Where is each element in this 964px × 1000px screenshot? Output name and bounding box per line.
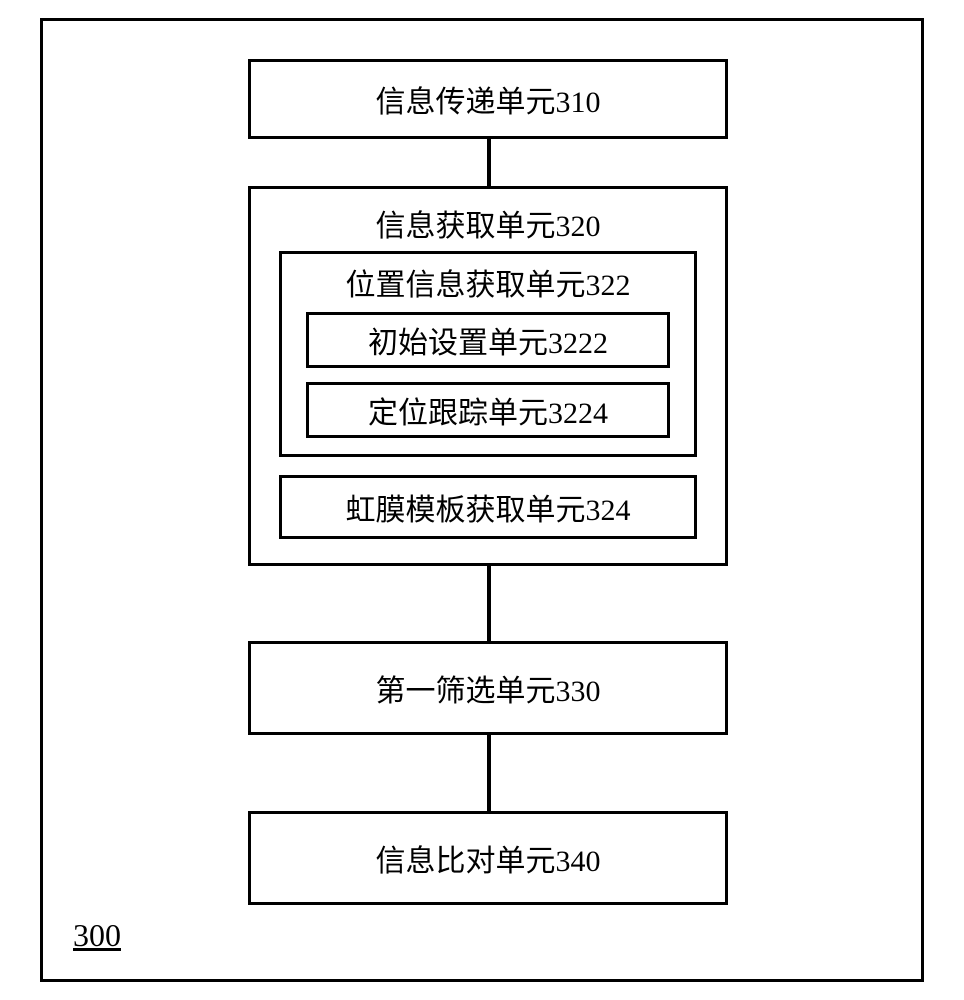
diagram-frame: 信息传递单元310 信息获取单元320 位置信息获取单元322 初始设置单元32… [40, 18, 924, 982]
node-340-label: 信息比对单元340 [376, 836, 601, 880]
node-3224: 定位跟踪单元3224 [306, 382, 670, 438]
node-310: 信息传递单元310 [248, 59, 728, 139]
node-340: 信息比对单元340 [248, 811, 728, 905]
node-310-label: 信息传递单元310 [376, 77, 601, 121]
node-330: 第一筛选单元330 [248, 641, 728, 735]
node-322-label: 位置信息获取单元322 [306, 260, 670, 312]
node-322: 位置信息获取单元322 初始设置单元3222 定位跟踪单元3224 [279, 251, 697, 457]
node-3222-label: 初始设置单元3222 [368, 318, 608, 362]
edge-310-320 [487, 139, 491, 186]
node-324-label: 虹膜模板获取单元324 [346, 485, 631, 529]
node-320-label: 信息获取单元320 [279, 199, 697, 251]
node-3224-label: 定位跟踪单元3224 [368, 388, 608, 432]
reference-number: 300 [73, 917, 121, 954]
edge-320-330 [487, 566, 491, 641]
node-324: 虹膜模板获取单元324 [279, 475, 697, 539]
node-330-label: 第一筛选单元330 [376, 666, 601, 710]
edge-330-340 [487, 735, 491, 811]
node-3222: 初始设置单元3222 [306, 312, 670, 368]
node-320: 信息获取单元320 位置信息获取单元322 初始设置单元3222 定位跟踪单元3… [248, 186, 728, 566]
